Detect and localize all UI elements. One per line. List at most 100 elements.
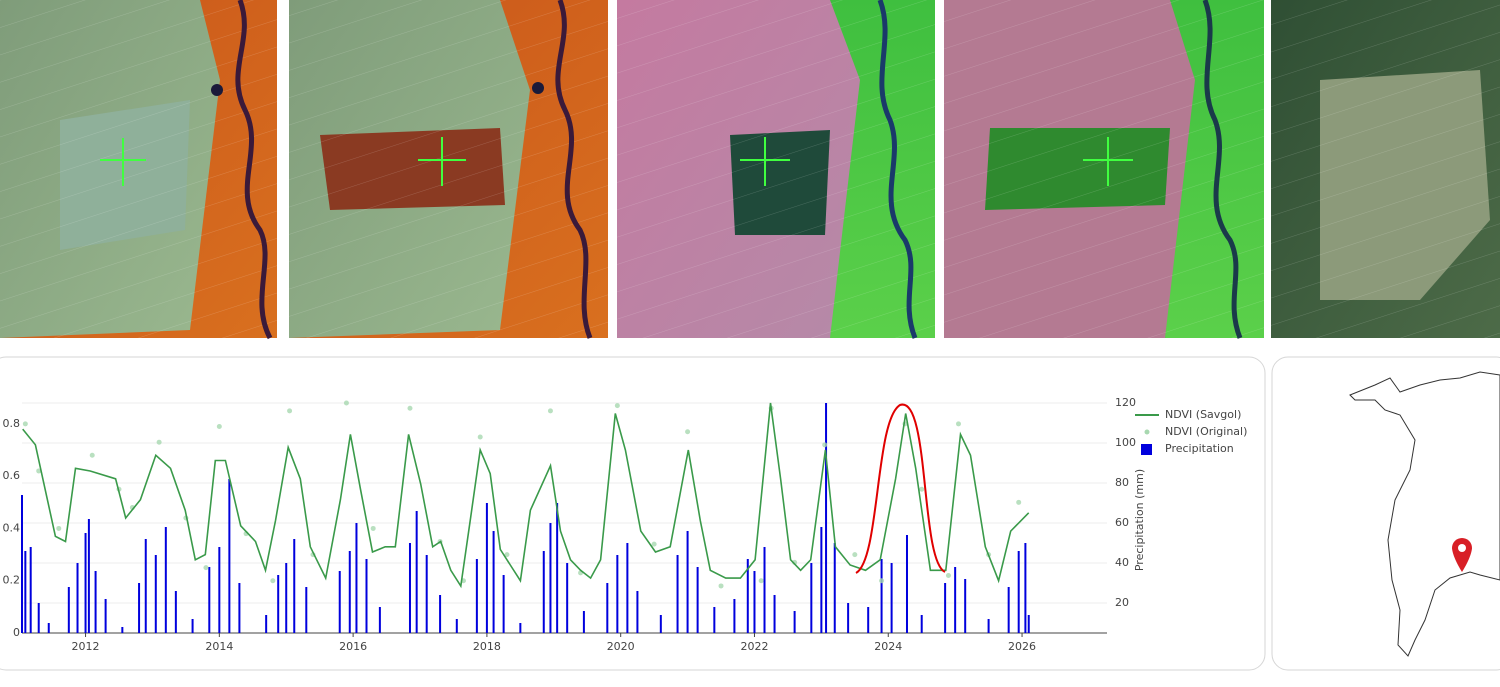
- precipitation-bar: [696, 567, 699, 633]
- precipitation-bar: [686, 531, 689, 633]
- precipitation-bar: [277, 575, 280, 633]
- precipitation-bar: [24, 551, 27, 633]
- precipitation-bar: [425, 555, 428, 633]
- precipitation-bar: [37, 603, 40, 633]
- precipitation-bar: [566, 563, 569, 633]
- precipitation-bar: [265, 615, 268, 633]
- ndvi-point: [758, 578, 764, 584]
- y-tick-label: 0.2: [3, 574, 21, 587]
- legend-swatch: [1141, 444, 1152, 455]
- precipitation-bar: [1024, 543, 1027, 633]
- precipitation-bar: [810, 563, 813, 633]
- precipitation-bar: [164, 527, 167, 633]
- precipitation-bar: [556, 503, 559, 633]
- precipitation-bar: [76, 563, 79, 633]
- legend-label: NDVI (Savgol): [1165, 408, 1241, 421]
- y2-axis-title: Precipitation (mm): [1133, 469, 1146, 571]
- precipitation-bar: [987, 619, 990, 633]
- precipitation-bar: [154, 555, 157, 633]
- ndvi-point: [718, 583, 724, 589]
- precipitation-bar: [636, 591, 639, 633]
- ndvi-point: [614, 403, 620, 409]
- precipitation-bar: [67, 587, 70, 633]
- precipitation-bar: [746, 559, 749, 633]
- image-panel-1: [0, 0, 277, 340]
- precipitation-bar: [408, 543, 411, 633]
- precipitation-bar: [847, 603, 850, 633]
- image-panel-2: [289, 0, 608, 339]
- ndvi-point: [504, 552, 510, 558]
- precipitation-bar: [191, 619, 194, 633]
- y2-tick-label: 80: [1115, 476, 1129, 489]
- precipitation-bar: [228, 479, 231, 633]
- y2-tick-label: 20: [1115, 596, 1129, 609]
- precipitation-bar: [492, 531, 495, 633]
- precipitation-bar: [94, 571, 97, 633]
- ndvi-point: [287, 408, 293, 414]
- precipitation-bar: [606, 583, 609, 633]
- precipitation-bar: [47, 623, 50, 633]
- precipitation-bar: [793, 611, 796, 633]
- precipitation-bar: [867, 607, 870, 633]
- precipitation-bar: [944, 583, 947, 633]
- precipitation-bar: [964, 579, 967, 633]
- precipitation-bar: [238, 583, 241, 633]
- ndvi-point: [945, 573, 951, 578]
- image-panel-4: [944, 0, 1264, 339]
- precipitation-bar: [542, 551, 545, 633]
- precipitation-bar: [84, 533, 87, 633]
- ndvi-point: [879, 578, 885, 584]
- y2-tick-label: 60: [1115, 516, 1129, 529]
- precipitation-bar: [455, 619, 458, 633]
- precipitation-bar: [582, 611, 585, 633]
- ndvi-point: [651, 541, 657, 547]
- ndvi-point: [343, 400, 349, 406]
- ndvi-point: [852, 552, 858, 558]
- x-tick-label: 2014: [205, 640, 233, 653]
- precipitation-bar: [713, 607, 716, 633]
- y2-tick-label: 100: [1115, 436, 1136, 449]
- ndvi-point: [685, 429, 691, 435]
- ndvi-point: [156, 439, 162, 445]
- chart-panel: [0, 356, 1266, 671]
- precipitation-bar: [305, 587, 308, 633]
- precipitation-bar: [905, 535, 908, 633]
- precipitation-bar: [733, 599, 736, 633]
- image-panel-3: [617, 0, 935, 339]
- y-tick-label: 0.4: [3, 521, 21, 534]
- map-pin[interactable]: [1452, 538, 1472, 572]
- precipitation-bar: [626, 543, 629, 633]
- legend-swatch: [1144, 429, 1150, 435]
- precipitation-bar: [104, 599, 107, 633]
- y-tick-label: 0.8: [3, 417, 21, 430]
- precipitation-bar: [144, 539, 147, 633]
- x-tick-label: 2012: [72, 640, 100, 653]
- precipitation-bar: [616, 555, 619, 633]
- ndvi-point: [216, 424, 222, 430]
- precipitation-bar: [890, 563, 893, 633]
- x-tick-label: 2026: [1008, 640, 1036, 653]
- precipitation-bar: [293, 539, 296, 633]
- precipitation-bar: [1027, 615, 1030, 633]
- ndvi-point: [89, 452, 95, 458]
- precipitation-bar: [920, 615, 923, 633]
- x-tick-label: 2020: [607, 640, 635, 653]
- ndvi-point: [203, 565, 209, 571]
- precipitation-bar: [833, 543, 836, 633]
- precipitation-bar: [825, 403, 828, 633]
- ndvi-point: [955, 421, 961, 427]
- precipitation-bar: [659, 615, 662, 633]
- precipitation-bar: [218, 547, 221, 633]
- precipitation-bar: [21, 495, 23, 633]
- image-panel-5: [1271, 0, 1500, 338]
- precipitation-bar: [121, 627, 124, 633]
- ndvi-point: [56, 525, 62, 531]
- map-panel: [1271, 356, 1500, 671]
- precipitation-bar: [174, 591, 177, 633]
- precipitation-bar: [954, 567, 957, 633]
- ndvi-point: [370, 525, 376, 531]
- ndvi-point: [1016, 499, 1022, 505]
- highlight-ellipse: [855, 403, 946, 574]
- precipitation-bar: [773, 595, 776, 633]
- x-tick-label: 2016: [339, 640, 367, 653]
